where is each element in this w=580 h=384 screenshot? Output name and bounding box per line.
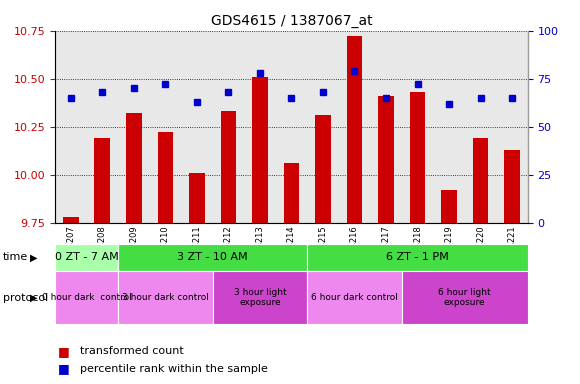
Bar xyxy=(55,271,118,324)
Bar xyxy=(473,138,488,223)
Bar xyxy=(307,244,528,271)
Text: protocol: protocol xyxy=(3,293,48,303)
Bar xyxy=(252,77,268,223)
Text: 6 ZT - 1 PM: 6 ZT - 1 PM xyxy=(386,252,449,262)
Bar xyxy=(213,271,307,324)
Bar xyxy=(126,113,142,223)
Text: 3 ZT - 10 AM: 3 ZT - 10 AM xyxy=(177,252,248,262)
Text: 6 hour light
exposure: 6 hour light exposure xyxy=(438,288,491,307)
Bar xyxy=(315,115,331,223)
Bar xyxy=(118,271,213,324)
Text: 3 hour light
exposure: 3 hour light exposure xyxy=(234,288,287,307)
Text: ■: ■ xyxy=(58,362,70,375)
Bar xyxy=(409,92,425,223)
Bar xyxy=(504,150,520,223)
Bar xyxy=(347,36,362,223)
Bar xyxy=(402,271,528,324)
Bar xyxy=(307,271,402,324)
Bar xyxy=(284,163,299,223)
Bar xyxy=(95,138,110,223)
Text: ▶: ▶ xyxy=(30,293,38,303)
Text: time: time xyxy=(3,252,28,262)
Text: ■: ■ xyxy=(58,345,70,358)
Bar xyxy=(441,190,457,223)
Text: ▶: ▶ xyxy=(30,252,38,262)
Bar xyxy=(63,217,79,223)
Bar xyxy=(189,173,205,223)
Bar xyxy=(55,244,118,271)
Bar xyxy=(118,244,307,271)
Text: percentile rank within the sample: percentile rank within the sample xyxy=(80,364,268,374)
Text: 6 hour dark control: 6 hour dark control xyxy=(311,293,398,302)
Text: 3 hour dark control: 3 hour dark control xyxy=(122,293,209,302)
Text: 0 ZT - 7 AM: 0 ZT - 7 AM xyxy=(55,252,118,262)
Bar xyxy=(158,132,173,223)
Bar xyxy=(378,96,394,223)
Text: transformed count: transformed count xyxy=(80,346,184,356)
Title: GDS4615 / 1387067_at: GDS4615 / 1387067_at xyxy=(211,14,372,28)
Text: 0 hour dark  control: 0 hour dark control xyxy=(42,293,132,302)
Bar xyxy=(220,111,236,223)
